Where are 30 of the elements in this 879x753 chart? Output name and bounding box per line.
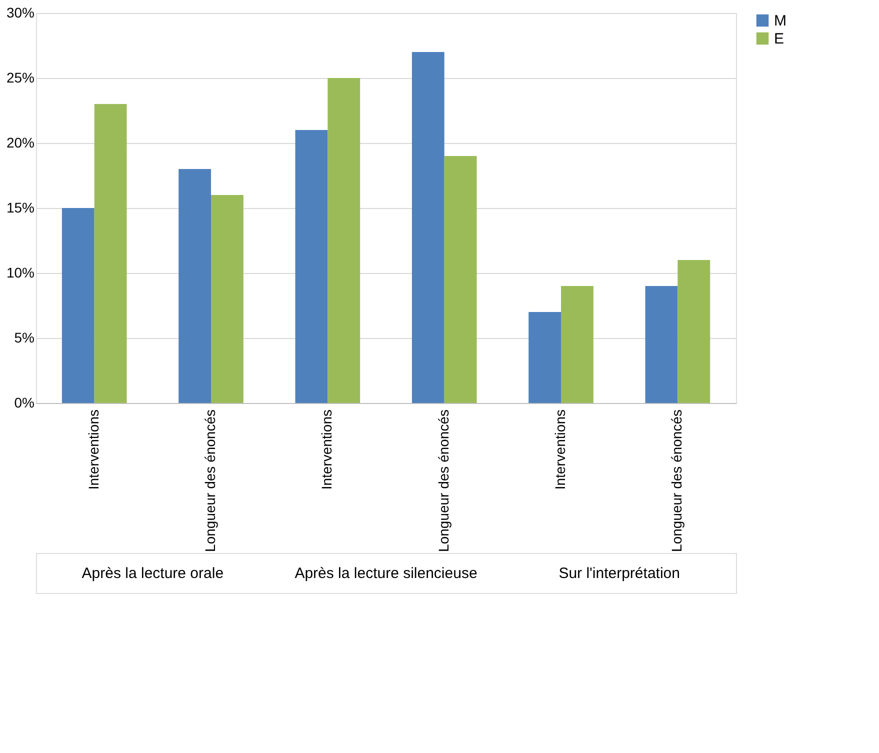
y-tick-label: 0% bbox=[14, 394, 34, 410]
text: Après la lecture orale bbox=[82, 565, 224, 582]
bar bbox=[295, 130, 328, 403]
x-tick-label: Interventions bbox=[552, 410, 568, 490]
x-tick-label: Longueur des énoncés bbox=[202, 410, 218, 552]
bar bbox=[211, 195, 244, 403]
bar bbox=[444, 156, 477, 403]
x-tick-label: Longueur des énoncés bbox=[435, 410, 452, 552]
bar bbox=[528, 312, 561, 403]
bar bbox=[328, 78, 360, 403]
y-tick-label: 15% bbox=[6, 200, 34, 216]
bar bbox=[412, 52, 444, 403]
y-tick-label: 25% bbox=[6, 70, 34, 86]
x-tick-label: Interventions bbox=[85, 410, 102, 490]
y-tick-label: 20% bbox=[6, 134, 34, 150]
y-tick-label: 30% bbox=[6, 4, 34, 20]
text: Après la lecture silencieuse bbox=[294, 565, 478, 582]
text: Sur l'interprétation bbox=[558, 565, 680, 582]
bar bbox=[561, 286, 594, 403]
bar bbox=[178, 169, 211, 403]
legend-label: E bbox=[774, 30, 784, 48]
bar bbox=[62, 208, 94, 403]
y-tick-label: 5% bbox=[14, 330, 34, 346]
bar bbox=[645, 286, 678, 403]
bar bbox=[678, 260, 710, 403]
bar bbox=[94, 104, 127, 403]
y-tick-label: 10% bbox=[6, 264, 34, 280]
x-tick-label: Interventions bbox=[318, 410, 335, 490]
legend-label: M bbox=[774, 12, 786, 30]
x-tick-label: Longueur des énoncés bbox=[668, 410, 685, 552]
